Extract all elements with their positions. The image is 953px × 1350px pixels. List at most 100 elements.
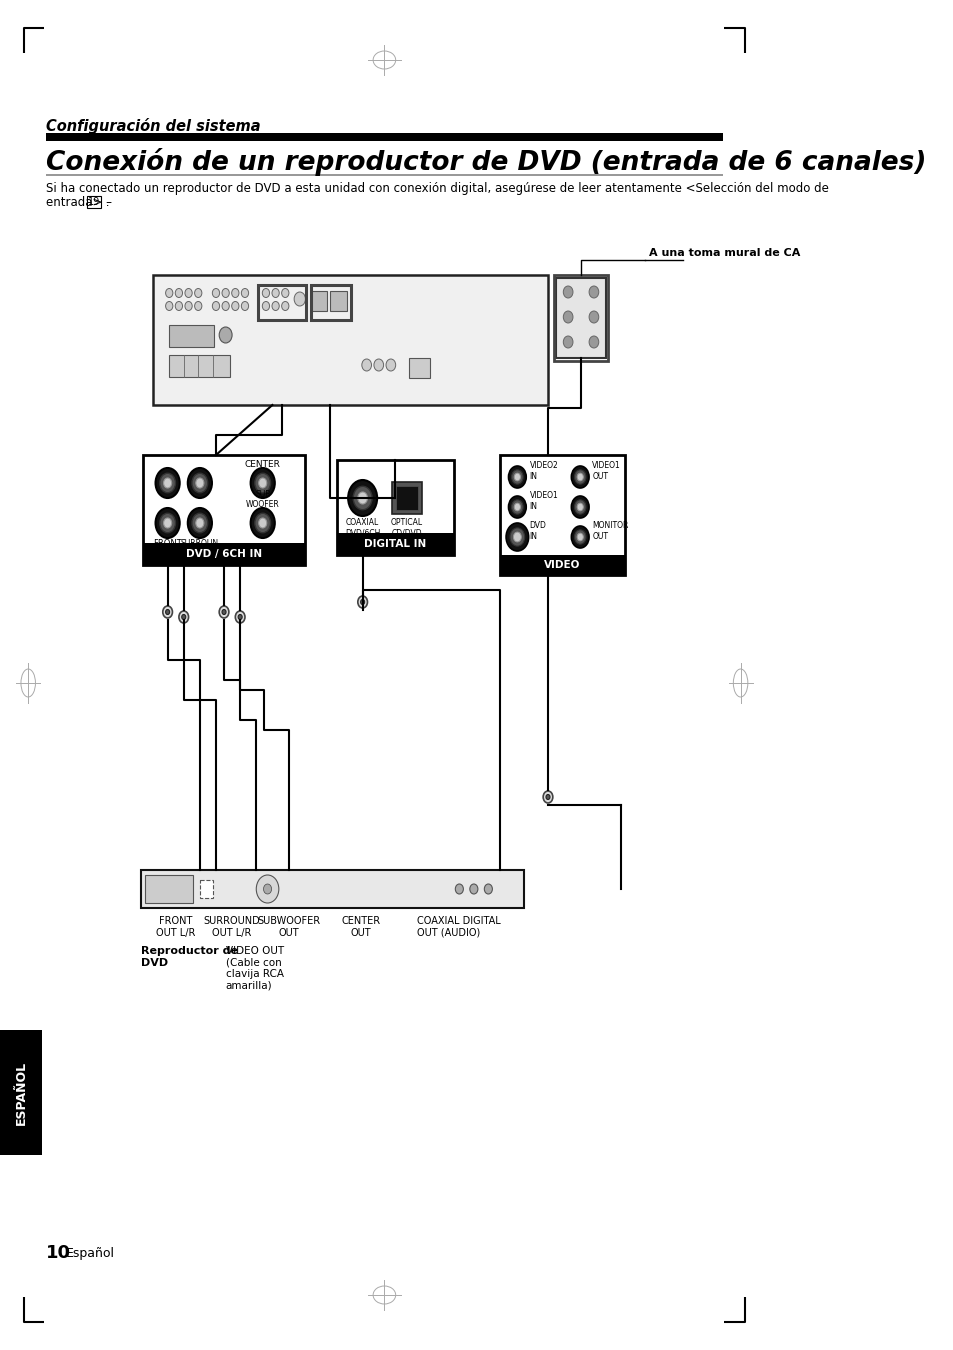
Bar xyxy=(141,869,523,909)
Circle shape xyxy=(513,532,520,541)
Circle shape xyxy=(508,466,526,487)
Circle shape xyxy=(360,599,364,605)
Circle shape xyxy=(272,289,279,297)
Circle shape xyxy=(155,508,179,539)
Circle shape xyxy=(574,470,585,485)
Circle shape xyxy=(219,606,229,618)
Circle shape xyxy=(213,301,219,310)
Text: VIDEO: VIDEO xyxy=(543,560,579,570)
Text: DIGITAL IN: DIGITAL IN xyxy=(364,539,426,549)
Circle shape xyxy=(235,612,245,622)
Circle shape xyxy=(159,513,175,533)
Circle shape xyxy=(185,289,192,297)
Bar xyxy=(46,174,722,176)
Bar xyxy=(145,875,193,903)
Text: CENTER: CENTER xyxy=(245,460,280,468)
Circle shape xyxy=(263,884,272,894)
Circle shape xyxy=(254,474,271,493)
Circle shape xyxy=(281,301,289,310)
Circle shape xyxy=(185,301,192,310)
Circle shape xyxy=(542,791,552,803)
Circle shape xyxy=(484,884,492,894)
Text: Si ha conectado un reproductor de DVD a esta unidad con conexión digital, asegúr: Si ha conectado un reproductor de DVD a … xyxy=(46,182,828,194)
Bar xyxy=(499,455,624,575)
Text: COAXIAL
DVD/6CH: COAXIAL DVD/6CH xyxy=(345,518,380,537)
Circle shape xyxy=(232,301,238,310)
Bar xyxy=(152,275,547,405)
Circle shape xyxy=(241,289,249,297)
Circle shape xyxy=(374,359,383,371)
Circle shape xyxy=(357,595,367,608)
Circle shape xyxy=(272,301,279,310)
Circle shape xyxy=(386,359,395,371)
Text: DVD
IN: DVD IN xyxy=(529,521,546,541)
Text: Configuración del sistema: Configuración del sistema xyxy=(46,117,260,134)
Circle shape xyxy=(353,486,372,510)
Bar xyxy=(556,278,605,358)
Text: VIDEO OUT
(Cable con
clavija RCA
amarilla): VIDEO OUT (Cable con clavija RCA amarill… xyxy=(226,946,283,991)
Text: SURROUN: SURROUN xyxy=(181,539,218,548)
Circle shape xyxy=(294,292,305,306)
Text: FRONT: FRONT xyxy=(153,539,182,548)
Bar xyxy=(169,325,213,347)
Circle shape xyxy=(511,500,522,514)
Circle shape xyxy=(213,289,219,297)
Bar xyxy=(336,460,454,555)
Circle shape xyxy=(166,301,172,310)
Circle shape xyxy=(192,513,208,533)
Circle shape xyxy=(574,529,585,544)
Circle shape xyxy=(194,301,202,310)
Text: VIDEO1
IN: VIDEO1 IN xyxy=(529,491,558,510)
Bar xyxy=(46,134,722,140)
Text: OPTICAL
CD/DVD: OPTICAL CD/DVD xyxy=(391,518,422,537)
Bar xyxy=(553,275,608,360)
Bar xyxy=(392,482,422,514)
Circle shape xyxy=(514,504,520,510)
Circle shape xyxy=(222,289,229,297)
Text: VIDEO2
IN: VIDEO2 IN xyxy=(529,462,558,481)
Circle shape xyxy=(163,518,172,528)
Circle shape xyxy=(166,609,170,614)
Text: .: . xyxy=(102,196,110,209)
Circle shape xyxy=(254,513,271,533)
Circle shape xyxy=(175,301,182,310)
Bar xyxy=(199,880,213,898)
Text: VIDEO1
OUT: VIDEO1 OUT xyxy=(592,462,620,481)
Circle shape xyxy=(510,528,524,547)
Circle shape xyxy=(357,491,367,504)
Text: entrada> –: entrada> – xyxy=(46,196,115,209)
Circle shape xyxy=(256,875,278,903)
Circle shape xyxy=(175,289,182,297)
Circle shape xyxy=(469,884,477,894)
Circle shape xyxy=(222,301,229,310)
Circle shape xyxy=(262,301,270,310)
Circle shape xyxy=(258,478,267,487)
Circle shape xyxy=(571,466,588,487)
Circle shape xyxy=(195,518,204,528)
Bar xyxy=(311,285,351,320)
Circle shape xyxy=(511,470,522,485)
Circle shape xyxy=(577,472,582,481)
Circle shape xyxy=(577,504,582,510)
Circle shape xyxy=(238,614,242,620)
Circle shape xyxy=(251,508,274,539)
Circle shape xyxy=(455,884,463,894)
Text: SUB
WOOFER: SUB WOOFER xyxy=(246,490,279,509)
Circle shape xyxy=(159,474,175,493)
Circle shape xyxy=(562,336,573,348)
Circle shape xyxy=(588,310,598,323)
Text: 10: 10 xyxy=(46,1243,71,1262)
Circle shape xyxy=(545,795,550,799)
Circle shape xyxy=(577,533,582,541)
Circle shape xyxy=(155,468,179,498)
Bar xyxy=(169,355,230,377)
Text: Español: Español xyxy=(66,1247,115,1260)
Circle shape xyxy=(281,289,289,297)
Bar xyxy=(257,285,306,320)
Circle shape xyxy=(574,500,585,514)
Circle shape xyxy=(508,495,526,518)
Circle shape xyxy=(192,474,208,493)
Text: A una toma mural de CA: A una toma mural de CA xyxy=(648,248,800,258)
Circle shape xyxy=(258,518,267,528)
Circle shape xyxy=(188,508,212,539)
